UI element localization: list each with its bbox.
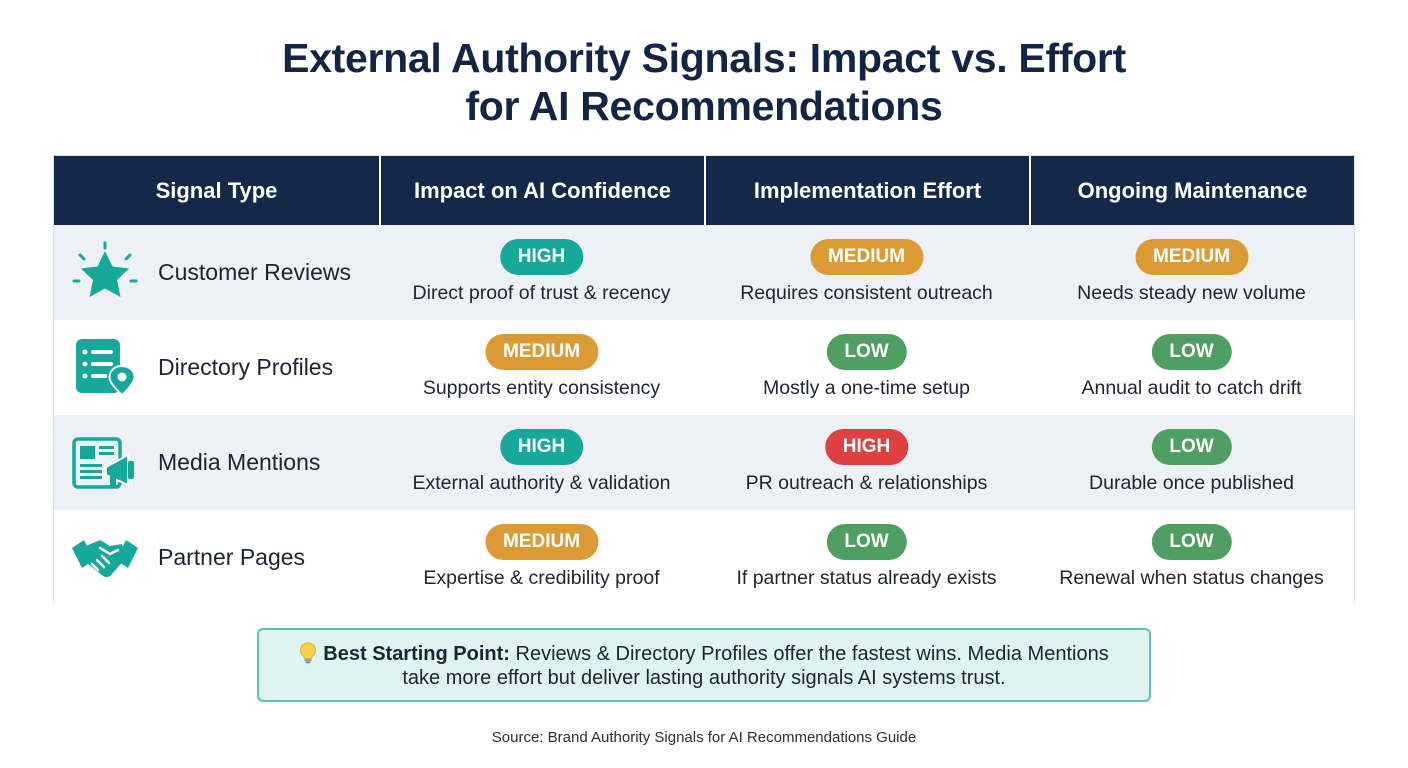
effort-cell: LOW If partner status already exists bbox=[704, 510, 1029, 605]
title-line-2: for AI Recommendations bbox=[465, 83, 943, 129]
effort-badge: LOW bbox=[826, 334, 907, 370]
lightbulb-icon bbox=[300, 642, 317, 664]
impact-cell: MEDIUM Supports entity consistency bbox=[379, 320, 704, 415]
impact-cell: HIGH External authority & validation bbox=[379, 415, 704, 510]
maintenance-cell: LOW Durable once published bbox=[1029, 415, 1354, 510]
comparison-table: Signal Type Impact on AI Confidence Impl… bbox=[53, 155, 1355, 605]
signal-cell: Customer Reviews bbox=[54, 225, 379, 320]
maintenance-description: Annual audit to catch drift bbox=[1081, 377, 1302, 399]
impact-description: Expertise & credibility proof bbox=[423, 567, 660, 589]
page-title: External Authority Signals: Impact vs. E… bbox=[0, 34, 1408, 130]
maintenance-badge: LOW bbox=[1151, 524, 1232, 560]
effort-description: PR outreach & relationships bbox=[745, 472, 988, 494]
header-impact: Impact on AI Confidence bbox=[379, 156, 704, 225]
header-effort: Implementation Effort bbox=[704, 156, 1029, 225]
impact-description: Direct proof of trust & recency bbox=[412, 282, 671, 304]
maintenance-badge: MEDIUM bbox=[1134, 239, 1249, 275]
table-row: Media Mentions HIGH External authority &… bbox=[54, 415, 1354, 510]
impact-description: Supports entity consistency bbox=[422, 377, 661, 399]
effort-cell: HIGH PR outreach & relationships bbox=[704, 415, 1029, 510]
maintenance-description: Renewal when status changes bbox=[1059, 567, 1324, 589]
callout-label: Best Starting Point: bbox=[323, 643, 510, 665]
impact-description: External authority & validation bbox=[412, 472, 671, 494]
impact-badge: MEDIUM bbox=[484, 524, 599, 560]
effort-description: If partner status already exists bbox=[736, 567, 997, 589]
effort-description: Requires consistent outreach bbox=[740, 282, 993, 304]
maintenance-description: Needs steady new volume bbox=[1077, 282, 1306, 304]
maintenance-description: Durable once published bbox=[1089, 472, 1294, 494]
effort-badge: LOW bbox=[826, 524, 907, 560]
table-row: Directory Profiles MEDIUM Supports entit… bbox=[54, 320, 1354, 415]
header-signal-type: Signal Type bbox=[155, 177, 278, 203]
signal-cell: Partner Pages bbox=[54, 510, 379, 605]
effort-description: Mostly a one-time setup bbox=[762, 377, 970, 399]
table-header: Signal Type Impact on AI Confidence Impl… bbox=[54, 156, 1354, 225]
impact-badge: HIGH bbox=[499, 429, 584, 465]
maintenance-badge: LOW bbox=[1151, 334, 1232, 370]
signal-label: Partner Pages bbox=[158, 544, 306, 570]
effort-cell: LOW Mostly a one-time setup bbox=[704, 320, 1029, 415]
handshake-icon bbox=[72, 540, 138, 578]
impact-badge: MEDIUM bbox=[484, 334, 599, 370]
signal-label: Customer Reviews bbox=[158, 259, 351, 285]
star-icon bbox=[72, 241, 138, 297]
directory-listing-icon bbox=[76, 339, 136, 397]
maintenance-cell: LOW Renewal when status changes bbox=[1029, 510, 1354, 605]
impact-cell: HIGH Direct proof of trust & recency bbox=[379, 225, 704, 320]
signal-cell: Directory Profiles bbox=[54, 320, 379, 415]
impact-badge: HIGH bbox=[499, 239, 584, 275]
table-row: Customer Reviews HIGH Direct proof of tr… bbox=[54, 225, 1354, 320]
impact-cell: MEDIUM Expertise & credibility proof bbox=[379, 510, 704, 605]
callout-text-line-1: Reviews & Directory Profiles offer the f… bbox=[515, 643, 1109, 665]
signal-label: Media Mentions bbox=[158, 449, 321, 475]
maintenance-cell: LOW Annual audit to catch drift bbox=[1029, 320, 1354, 415]
newspaper-megaphone-icon bbox=[72, 437, 134, 489]
effort-badge: MEDIUM bbox=[809, 239, 924, 275]
signal-cell: Media Mentions bbox=[54, 415, 379, 510]
header-maintenance: Ongoing Maintenance bbox=[1029, 156, 1354, 225]
effort-cell: MEDIUM Requires consistent outreach bbox=[704, 225, 1029, 320]
table-row: Partner Pages MEDIUM Expertise & credibi… bbox=[54, 510, 1354, 605]
effort-badge: HIGH bbox=[824, 429, 909, 465]
maintenance-badge: LOW bbox=[1151, 429, 1232, 465]
callout-text-line-2: take more effort but deliver lasting aut… bbox=[402, 667, 1006, 689]
title-line-1: External Authority Signals: Impact vs. E… bbox=[282, 35, 1126, 81]
signal-label: Directory Profiles bbox=[158, 354, 334, 380]
maintenance-cell: MEDIUM Needs steady new volume bbox=[1029, 225, 1354, 320]
tip-callout: Best Starting Point: Reviews & Directory… bbox=[257, 628, 1151, 702]
source-caption: Source: Brand Authority Signals for AI R… bbox=[491, 729, 917, 746]
